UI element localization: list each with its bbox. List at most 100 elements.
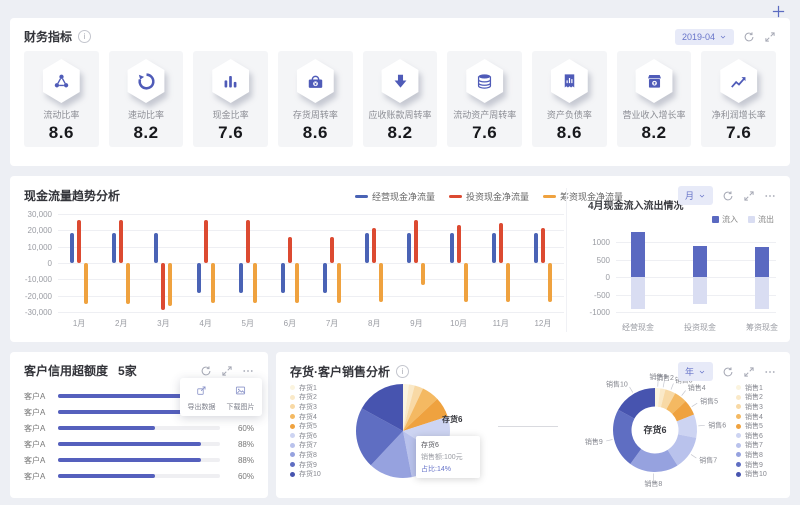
more-icon[interactable] — [764, 190, 776, 202]
legend-item[interactable]: 销售9 — [736, 460, 767, 470]
legend-item[interactable]: 存货3 — [290, 402, 321, 412]
legend-item[interactable]: 销售1 — [736, 383, 767, 393]
bar[interactable] — [280, 263, 285, 294]
legend-item[interactable]: 销售8 — [736, 450, 767, 460]
bar[interactable] — [210, 263, 215, 303]
legend-item[interactable]: 销售6 — [736, 431, 767, 441]
bar-fill[interactable] — [58, 442, 201, 446]
legend-item[interactable]: 存货4 — [290, 412, 321, 422]
legend-item[interactable]: 存货7 — [290, 441, 321, 451]
cashflow-bar-chart[interactable]: 30,000 20,000 10,000 0 -10,000 -20,000 -30,000… — [22, 210, 572, 336]
bar[interactable] — [456, 224, 461, 263]
bar-fill[interactable] — [58, 474, 156, 478]
donut-slice[interactable] — [676, 414, 698, 438]
legend-item[interactable]: 存货5 — [290, 421, 321, 431]
pie-slice[interactable] — [403, 385, 424, 431]
bar[interactable] — [491, 232, 496, 263]
bar[interactable] — [379, 263, 384, 303]
bar[interactable] — [372, 227, 377, 263]
bar[interactable] — [533, 232, 538, 263]
legend-item[interactable]: 存货9 — [290, 460, 321, 470]
expand-icon[interactable] — [743, 190, 755, 202]
bar[interactable] — [294, 263, 299, 303]
legend-item[interactable]: 销售2 — [736, 393, 767, 403]
legend-item[interactable]: 存货6 — [290, 431, 321, 441]
legend-item[interactable]: 销售10 — [736, 469, 767, 479]
legend-item[interactable]: 销售4 — [736, 412, 767, 422]
pie-slice[interactable] — [403, 398, 448, 431]
expand-icon[interactable] — [221, 365, 233, 377]
donut-slice[interactable] — [667, 434, 697, 466]
bar-fill[interactable] — [58, 394, 201, 398]
legend-item[interactable]: 存货8 — [290, 450, 321, 460]
date-filter-dropdown[interactable]: 2019-04 — [674, 28, 734, 45]
pie-slice[interactable] — [361, 384, 403, 431]
donut-slice[interactable] — [672, 401, 695, 422]
refresh-icon[interactable] — [722, 366, 734, 378]
sales-donut-chart[interactable]: 销售1 销售2 销售3 销售4 销售5 销售6 销售7 销售8 销售9 销售10 存货6 — [571, 358, 741, 496]
donut-slice[interactable] — [666, 393, 686, 414]
legend-item[interactable]: 流出 — [748, 214, 774, 225]
bar[interactable] — [154, 232, 159, 263]
pie-slice[interactable] — [403, 384, 415, 431]
bar[interactable] — [414, 219, 419, 263]
bar[interactable] — [365, 232, 370, 263]
bar-inflow[interactable] — [755, 247, 769, 278]
bar-outflow[interactable] — [693, 277, 707, 304]
legend-item[interactable]: 流入 — [712, 214, 738, 225]
legend-item[interactable]: 筹资现金净流量 — [543, 190, 623, 203]
bar[interactable] — [245, 219, 250, 263]
pie-slice[interactable] — [356, 408, 403, 466]
legend-item[interactable]: 销售5 — [736, 421, 767, 431]
more-icon[interactable] — [764, 366, 776, 378]
bar-fill[interactable] — [58, 458, 201, 462]
bar-fill[interactable] — [58, 410, 201, 414]
add-panel-button[interactable] — [771, 4, 786, 24]
expand-icon[interactable] — [743, 366, 755, 378]
bar[interactable] — [126, 263, 131, 304]
info-icon[interactable]: i — [78, 30, 92, 43]
bar[interactable] — [463, 263, 468, 303]
legend-item[interactable]: 销售7 — [736, 441, 767, 451]
bar[interactable] — [77, 219, 82, 263]
bar[interactable] — [407, 232, 412, 263]
bar[interactable] — [252, 263, 257, 303]
refresh-icon[interactable] — [722, 190, 734, 202]
expand-icon[interactable] — [764, 31, 776, 43]
legend-item[interactable]: 存货2 — [290, 393, 321, 403]
bar[interactable] — [238, 263, 243, 294]
donut-slice[interactable] — [630, 449, 678, 472]
bar[interactable] — [70, 232, 75, 263]
bar[interactable] — [161, 263, 166, 310]
bar-outflow[interactable] — [755, 277, 769, 309]
bar-inflow[interactable] — [693, 245, 707, 278]
bar[interactable] — [330, 236, 335, 263]
legend-item[interactable]: 存货1 — [290, 383, 321, 393]
bar-outflow[interactable] — [631, 277, 645, 309]
more-icon[interactable] — [242, 365, 254, 377]
export-data-button[interactable]: 导出数据 — [182, 383, 221, 412]
download-image-button[interactable]: 下载图片 — [221, 383, 260, 412]
bar[interactable] — [84, 263, 89, 304]
bar[interactable] — [287, 236, 292, 263]
legend-item[interactable]: 销售3 — [736, 402, 767, 412]
bar-inflow[interactable] — [631, 231, 645, 278]
bar-fill[interactable] — [58, 426, 156, 430]
bar[interactable] — [498, 223, 503, 263]
period-filter-dropdown[interactable]: 月 — [677, 186, 713, 205]
bar[interactable] — [203, 219, 208, 263]
bar[interactable] — [119, 219, 124, 263]
bar[interactable] — [112, 232, 117, 263]
bar[interactable] — [421, 263, 426, 286]
info-icon[interactable]: i — [396, 365, 409, 378]
donut-slice[interactable] — [660, 389, 676, 410]
pie-slice[interactable] — [403, 384, 409, 431]
bar[interactable] — [323, 263, 328, 294]
donut-slice[interactable] — [613, 409, 642, 464]
bar[interactable] — [449, 232, 454, 263]
legend-item[interactable]: 投资现金净流量 — [449, 190, 529, 203]
bar[interactable] — [168, 263, 173, 307]
bar[interactable] — [505, 263, 510, 303]
donut-slice[interactable] — [655, 388, 661, 407]
pie-slice[interactable] — [403, 388, 438, 431]
